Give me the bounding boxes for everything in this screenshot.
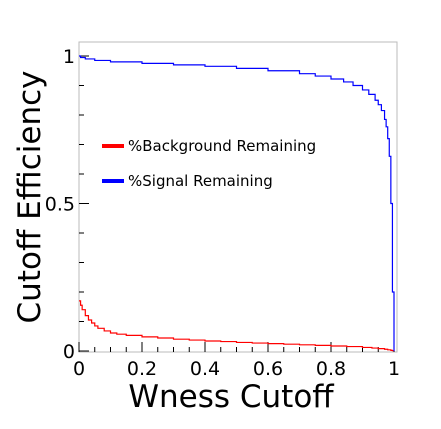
series-line-signal	[79, 55, 395, 351]
plot-frame	[78, 41, 398, 353]
legend-label: %Background Remaining	[128, 137, 316, 155]
x-axis-title: Wness Cutoff	[128, 379, 334, 415]
x-tick-label: 0.2	[127, 358, 157, 380]
legend-label: %Signal Remaining	[128, 172, 273, 190]
x-tick-label: 0.4	[190, 358, 220, 380]
series-line-background	[79, 300, 395, 352]
axes: 0 0.2 0.4 0.6 0.8 1 0 0.5 1	[45, 46, 400, 380]
y-axis-title: Cutoff Efficiency	[12, 71, 48, 324]
legend: %Background Remaining %Signal Remaining	[102, 137, 316, 190]
legend-swatch	[102, 179, 124, 183]
legend-swatch	[102, 144, 124, 148]
x-tick-label: 0.6	[253, 358, 283, 380]
y-tick-label: 0.5	[45, 194, 75, 216]
x-tick-label: 1	[388, 358, 400, 380]
y-tick-label: 1	[63, 46, 75, 68]
y-tick-label: 0	[63, 341, 75, 363]
x-tick-label: 0	[73, 358, 85, 380]
series-layer	[79, 55, 395, 352]
x-tick-label: 0.8	[316, 358, 346, 380]
